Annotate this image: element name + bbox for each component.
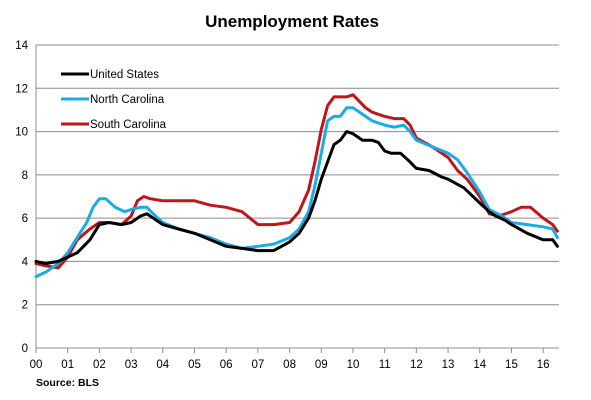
- x-tick-label-08: 08: [283, 359, 296, 371]
- y-tick-label-10: 10: [15, 127, 28, 139]
- x-tick-label-10: 10: [347, 359, 360, 371]
- legend-label-united-states: United States: [90, 69, 159, 81]
- x-tick-label-13: 13: [442, 359, 455, 371]
- x-tick-label-06: 06: [220, 359, 233, 371]
- x-tick-label-11: 11: [379, 359, 391, 371]
- legend: United States North Carolina South Carolin…: [61, 69, 167, 131]
- legend-label-south-carolina: South Carolina: [90, 119, 167, 131]
- y-tick-label-2: 2: [22, 300, 28, 312]
- series-line-north-carolina: [34, 106, 559, 279]
- y-tick-label-6: 6: [22, 213, 28, 225]
- legend-label-north-carolina: North Carolina: [90, 94, 165, 106]
- y-tick-label-0: 0: [22, 343, 28, 355]
- y-tick-labels: 0 2 4 6 8 10 12 14: [15, 40, 28, 355]
- x-tick-label-15: 15: [505, 359, 518, 371]
- x-tick-label-16: 16: [537, 359, 550, 371]
- series-line-united-states: [34, 130, 559, 266]
- x-tick-label-09: 09: [315, 359, 328, 371]
- x-tick-label-04: 04: [156, 359, 169, 371]
- x-tick-label-03: 03: [125, 359, 138, 371]
- x-tick-label-14: 14: [473, 359, 486, 371]
- y-tick-label-4: 4: [22, 256, 29, 268]
- gridlines: [36, 44, 559, 306]
- axes: [35, 45, 559, 353]
- x-tick-labels: 00 01 02 03 04 05 06 07 08 09 10 11 12 13 14 15 16: [30, 359, 550, 371]
- series-line-south-carolina: [34, 93, 559, 270]
- x-tick-label-01: 01: [61, 359, 74, 371]
- x-tick-label-05: 05: [188, 359, 201, 371]
- x-tick-label-02: 02: [93, 359, 106, 371]
- y-tick-label-8: 8: [22, 170, 28, 182]
- x-tick-label-07: 07: [251, 359, 264, 371]
- x-tick-label-12: 12: [410, 359, 423, 371]
- series-lines: [34, 93, 559, 279]
- chart-title: Unemployment Rates: [205, 12, 379, 31]
- y-tick-label-12: 12: [15, 83, 28, 95]
- y-tick-label-14: 14: [15, 40, 28, 52]
- source-note: Source: BLS: [36, 377, 99, 389]
- x-tick-label-00: 00: [30, 359, 43, 371]
